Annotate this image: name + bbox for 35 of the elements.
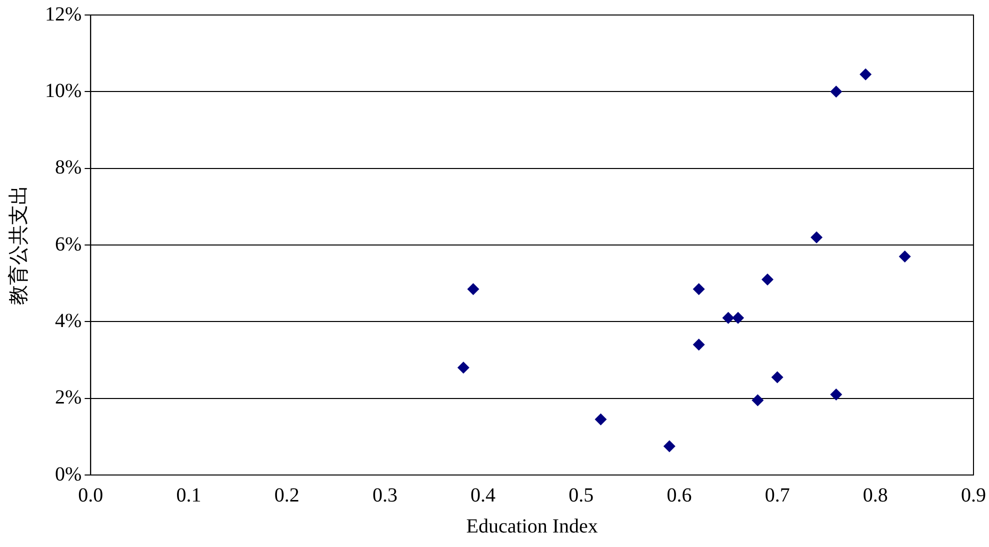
- x-tick-label: 0.4: [470, 484, 496, 506]
- point: [752, 394, 764, 406]
- y-tick-label: 2%: [54, 386, 82, 409]
- point: [771, 371, 784, 384]
- x-tick-label: 0.6: [666, 484, 692, 506]
- x-axis-title: Education Index: [466, 515, 598, 538]
- y-tick-label: 4%: [54, 310, 82, 332]
- x-tick-label: 0.2: [274, 484, 300, 506]
- point: [692, 338, 705, 351]
- x-tick-label: 0.8: [862, 484, 888, 506]
- y-tick-label: 12%: [44, 3, 82, 26]
- point: [722, 312, 734, 324]
- point: [860, 68, 872, 80]
- point: [457, 362, 470, 374]
- y-tick-label: 10%: [44, 80, 82, 102]
- point: [830, 388, 842, 400]
- x-tick-label: 0.3: [372, 484, 398, 506]
- x-tick-label: 0.0: [78, 484, 104, 506]
- y-axis-title: 教育公共支出: [6, 185, 30, 305]
- point: [810, 231, 823, 244]
- x-tick-label: 0.1: [176, 484, 202, 506]
- point: [898, 250, 911, 262]
- point: [467, 283, 480, 296]
- x-tick-label: 0.5: [568, 484, 594, 506]
- point: [594, 413, 607, 426]
- point: [830, 86, 842, 98]
- y-tick-label: 8%: [54, 156, 82, 179]
- point: [692, 283, 705, 296]
- y-tick-label: 6%: [54, 233, 82, 256]
- y-tick-label: 0%: [54, 463, 82, 486]
- point: [762, 274, 774, 286]
- point: [663, 440, 676, 452]
- point: [732, 312, 744, 324]
- x-tick-label: 0.9: [961, 484, 986, 506]
- x-tick-label: 0.7: [764, 484, 790, 506]
